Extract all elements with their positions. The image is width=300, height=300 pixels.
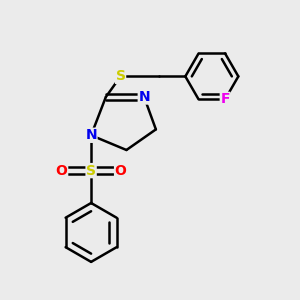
Text: S: S [86,164,96,178]
Text: O: O [115,164,127,178]
Text: S: S [116,69,126,83]
Text: N: N [85,128,97,142]
Text: N: N [138,90,150,104]
Text: F: F [220,92,230,106]
Text: O: O [56,164,68,178]
